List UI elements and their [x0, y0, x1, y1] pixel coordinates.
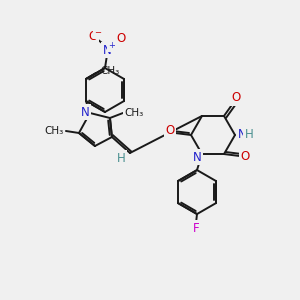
Text: −: −: [94, 28, 101, 38]
Text: O: O: [88, 31, 98, 44]
Text: +: +: [109, 41, 116, 50]
Text: CH₃: CH₃: [124, 108, 143, 118]
Text: O: O: [116, 32, 126, 46]
Text: CH₃: CH₃: [45, 126, 64, 136]
Text: O: O: [165, 124, 175, 137]
Text: N: N: [103, 44, 111, 56]
Text: N: N: [193, 151, 201, 164]
Text: H: H: [244, 128, 253, 140]
Text: H: H: [117, 152, 125, 164]
Text: F: F: [193, 222, 199, 235]
Text: N: N: [238, 128, 246, 140]
Text: O: O: [240, 150, 250, 163]
Text: O: O: [231, 92, 241, 104]
Text: CH₃: CH₃: [100, 66, 119, 76]
Text: N: N: [81, 106, 89, 118]
